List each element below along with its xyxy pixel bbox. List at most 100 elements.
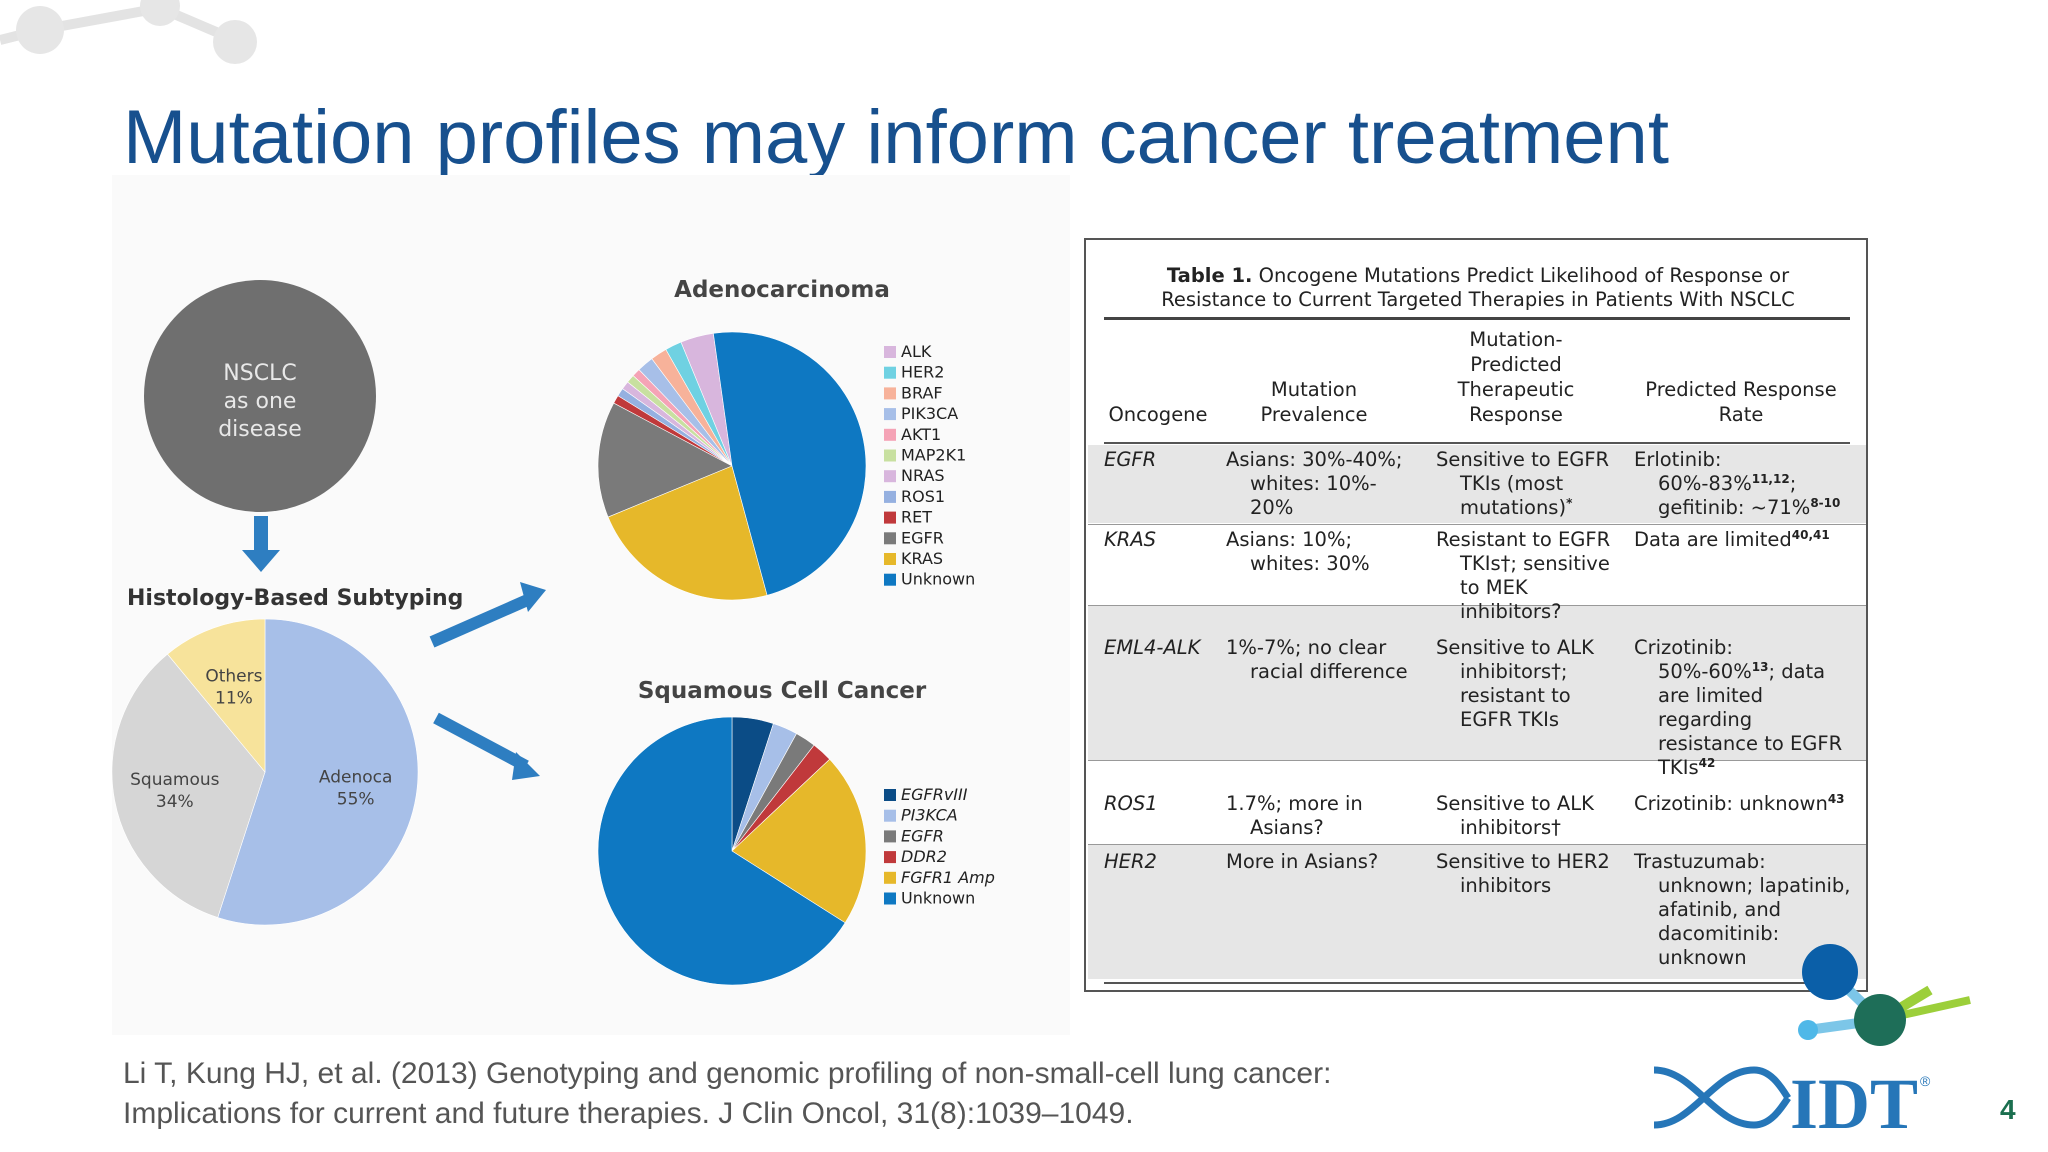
cell-line: TKIs (most: [1460, 472, 1564, 495]
legend-label: EGFR: [901, 528, 944, 547]
cell-rate-ros1: Crizotinib: unknown43: [1634, 792, 1845, 816]
row-bg-eml4alk: [1088, 606, 1866, 760]
citation-line-2: Implications for current and future ther…: [123, 1097, 1134, 1130]
cell-rate-kras: Data are limited40,41: [1634, 528, 1830, 552]
cell-line: unknown; lapatinib,: [1658, 874, 1851, 897]
cell-line: Crizotinib: unknown: [1634, 792, 1828, 815]
legend-swatch: [884, 387, 896, 400]
cell-prevalence-egfr: Asians: 30%-40%; whites: 10%- 20%: [1226, 448, 1402, 520]
legend-swatch: [884, 573, 896, 586]
pie-slice-adenoca: [217, 618, 419, 926]
cell-line: dacomitinib:: [1658, 922, 1780, 945]
footnote-marker: *: [1566, 496, 1573, 510]
citation: Li T, Kung HJ, et al. (2013) Genotyping …: [123, 1054, 1331, 1134]
legend-swatch: [884, 532, 896, 545]
header-rate: Predicted Response Rate: [1616, 377, 1866, 427]
legend-swatch: [884, 892, 896, 905]
histology-label: Histology-Based Subtyping: [127, 586, 463, 611]
legend-label: FGFR1 Amp: [901, 868, 995, 887]
cell-oncogene-eml4alk: EML4-ALK: [1104, 636, 1201, 659]
nsclc-circle: [144, 280, 376, 512]
header-rate-1: Predicted Response: [1645, 378, 1837, 401]
squamous-title: Squamous Cell Cancer: [638, 678, 927, 704]
cell-line: Sensitive to ALK: [1436, 792, 1594, 815]
legend-swatch: [884, 428, 896, 441]
legend-label: EGFR: [901, 826, 944, 845]
legend-swatch: [884, 346, 896, 358]
cell-response-egfr: Sensitive to EGFR TKIs (most mutations)*: [1436, 448, 1609, 520]
legend-swatch: [884, 408, 896, 421]
cell-line: Crizotinib:: [1634, 636, 1734, 659]
nsclc-label-1: NSCLC: [223, 361, 296, 386]
cell-line: whites: 30%: [1250, 552, 1370, 575]
legend-swatch: [884, 490, 896, 503]
pie-slice-kras: [607, 465, 768, 601]
cell-line: afatinib, and: [1658, 898, 1782, 921]
pie-squamous: [597, 716, 867, 986]
pie-label: Adenoca: [319, 767, 393, 787]
cell-prevalence-kras: Asians: 10%; whites: 30%: [1226, 528, 1370, 576]
pie-adenocarcinoma: [597, 331, 867, 601]
pie-slice-unknown: [597, 716, 846, 986]
header-prevalence-2: Prevalence: [1260, 403, 1368, 426]
cell-line: mutations): [1460, 496, 1567, 519]
legend-label: ALK: [901, 342, 932, 361]
legend-swatch: [884, 553, 896, 565]
idt-logo: IDT ®: [1653, 944, 1971, 1144]
cell-line: 1.7%; more in: [1226, 792, 1363, 815]
molecule-decoration: [0, 0, 257, 64]
pie-label: Squamous: [130, 770, 220, 790]
cell-line: TKIs: [1658, 756, 1699, 779]
legend-label: DDR2: [901, 847, 947, 866]
pie-slice-egfr: [597, 402, 733, 518]
cell-line: Sensitive to HER2: [1436, 850, 1610, 873]
pie-percent-label: 34%: [156, 792, 194, 812]
row-separator: [1088, 844, 1866, 845]
legend-label: RET: [901, 508, 932, 527]
header-oncogene: Oncogene: [1108, 403, 1208, 426]
legend-label: PI3KCA: [901, 806, 958, 825]
cell-rate-eml4alk: Crizotinib: 50%-60%13; data are limited …: [1634, 636, 1842, 780]
cell-oncogene-kras: KRAS: [1104, 528, 1157, 551]
cell-line: Trastuzumab:: [1634, 850, 1766, 873]
table-bottom-rule: [1104, 982, 1850, 984]
legend-swatch: [884, 366, 896, 379]
header-response-4: Response: [1469, 403, 1563, 426]
cell-line: ; data: [1768, 660, 1826, 683]
pie-percent-label: 55%: [337, 789, 375, 809]
legend-swatch: [884, 511, 896, 524]
pie-slice-fgfr1-amp: [731, 758, 867, 924]
legend-label: Unknown: [901, 889, 975, 908]
cell-line: are limited: [1658, 684, 1764, 707]
pie-slice-unknown: [713, 331, 867, 596]
legend-label: BRAF: [901, 383, 943, 402]
citation-line-1: Li T, Kung HJ, et al. (2013) Genotyping …: [123, 1057, 1332, 1090]
cell-line: inhibitors: [1460, 874, 1552, 897]
cell-line: to MEK: [1460, 576, 1528, 599]
cell-prevalence-eml4alk: 1%-7%; no clear racial difference: [1226, 636, 1408, 684]
arrow-down-right-icon: [433, 712, 540, 780]
cell-line: Sensitive to ALK: [1436, 636, 1594, 659]
cell-rate-her2: Trastuzumab: unknown; lapatinib, afatini…: [1634, 850, 1851, 970]
cell-line: Sensitive to EGFR: [1436, 448, 1610, 471]
cell-line: 60%-83%: [1658, 472, 1752, 495]
row-separator: [1088, 760, 1866, 761]
arrow-up-right-icon: [429, 582, 546, 648]
oncogene-table: Table 1. Oncogene Mutations Predict Like…: [1084, 238, 1868, 992]
table-caption-line2: Resistance to Current Targeted Therapies…: [1161, 288, 1795, 311]
legend-swatch: [884, 871, 896, 884]
legend-swatch: [884, 789, 896, 801]
cell-response-ros1: Sensitive to ALK inhibitors†: [1436, 792, 1594, 840]
legend-label: PIK3CA: [901, 404, 958, 423]
cell-oncogene-her2: HER2: [1104, 850, 1157, 873]
header-response-2: Predicted: [1470, 353, 1562, 376]
cell-line: More in Asians?: [1226, 850, 1379, 873]
header-response-1: Mutation-: [1469, 328, 1563, 351]
cell-line: Asians?: [1250, 816, 1324, 839]
header-response: Mutation- Predicted Therapeutic Response: [1416, 327, 1616, 427]
cell-line: gefitinib: ~71%: [1658, 496, 1811, 519]
cell-line: resistant to: [1460, 684, 1571, 707]
legend-label: Unknown: [901, 570, 975, 589]
cell-line: Resistant to EGFR: [1436, 528, 1611, 551]
